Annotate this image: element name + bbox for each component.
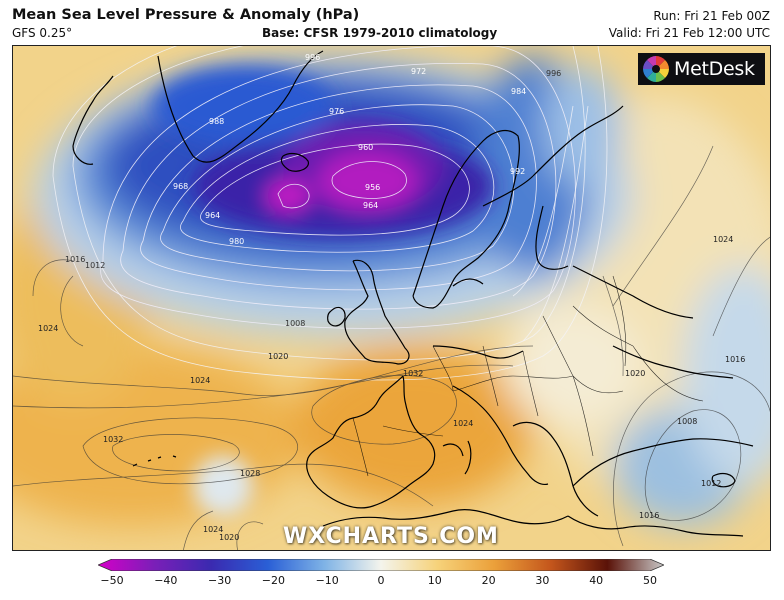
colorbar-tick-label: 30: [535, 574, 550, 587]
isobar-label: 1024: [453, 419, 473, 428]
run-time-label: Run: Fri 21 Feb 00Z: [653, 9, 770, 23]
colorbar-tick-label: 20: [481, 574, 496, 587]
high-isobars: [13, 145, 770, 550]
isobar-label: 1032: [403, 369, 423, 378]
isobar-label: 1012: [85, 261, 105, 270]
metdesk-logo-text: MetDesk: [674, 58, 755, 80]
wxcharts-watermark: WXCHARTS.COM: [283, 524, 499, 549]
coastlines: [72, 50, 754, 537]
isobar-label: 1008: [285, 319, 305, 328]
colorbar-tick-label: −10: [315, 574, 339, 587]
isobar-label: 984: [511, 87, 526, 96]
map-canvas: 972 960 956 964 968 964 976 980 984 988 …: [13, 46, 770, 550]
isobar-label: 1032: [103, 435, 123, 444]
isobar-label: 1028: [240, 469, 260, 478]
colorbar-tick-label: 50: [643, 574, 657, 587]
colorbar-tick-label: −40: [154, 574, 178, 587]
isobar-label: 1012: [701, 479, 721, 488]
isobar-label: 1024: [190, 376, 210, 385]
isobar-label: 1008: [677, 417, 697, 426]
isobar-label: 1016: [65, 255, 85, 264]
colorbar-tick-label: −50: [100, 574, 124, 587]
isobar-label: 996: [305, 53, 320, 62]
isobar-label: 992: [510, 167, 525, 176]
chart-title: Mean Sea Level Pressure & Anomaly (hPa): [12, 7, 360, 23]
isobar-label: 976: [329, 107, 344, 116]
mid-isobars: [52, 46, 608, 381]
isobar-label: 1016: [725, 355, 745, 364]
isobar-label: 972: [411, 67, 426, 76]
isobar-label: 980: [229, 237, 244, 246]
isobar-label: 956: [365, 183, 380, 192]
isobar-label: 960: [358, 143, 373, 152]
isobar-label: 968: [173, 182, 188, 191]
colorbar-tick-label: −20: [261, 574, 285, 587]
anomaly-colorbar: [98, 559, 664, 571]
isobar-label: 1016: [639, 511, 659, 520]
isobar-label: 1020: [268, 352, 288, 361]
climatology-base-label: Base: CFSR 1979-2010 climatology: [262, 26, 498, 40]
metdesk-pinwheel-icon: [643, 56, 669, 82]
isobar-label: 964: [205, 211, 220, 220]
isobar-label: 1024: [38, 324, 58, 333]
isobar-label: 964: [363, 201, 378, 210]
isobar-label: 1020: [219, 533, 239, 542]
isobar-label: 1020: [625, 369, 645, 378]
low-isobars: [100, 46, 576, 329]
colorbar-bar: [98, 559, 664, 571]
colorbar-tick-label: 0: [377, 574, 385, 587]
colorbar-tick-label: 10: [427, 574, 442, 587]
valid-time-label: Valid: Fri 21 Feb 12:00 UTC: [608, 26, 770, 40]
colorbar-tick-label: 40: [589, 574, 604, 587]
colorbar-tick-label: −30: [207, 574, 232, 587]
metdesk-logo: MetDesk: [638, 53, 765, 85]
model-label: GFS 0.25°: [12, 26, 73, 40]
isobar-label: 1024: [713, 235, 733, 244]
isobar-label: 988: [209, 117, 224, 126]
isobar-label: 996: [546, 69, 561, 78]
country-borders: [352, 275, 704, 477]
isobar-label-layer: 972 960 956 964 968 964 976 980 984 988 …: [38, 53, 745, 542]
isobar-label: 1024: [203, 525, 223, 534]
pressure-anomaly-map: 972 960 956 964 968 964 976 980 984 988 …: [12, 45, 771, 551]
